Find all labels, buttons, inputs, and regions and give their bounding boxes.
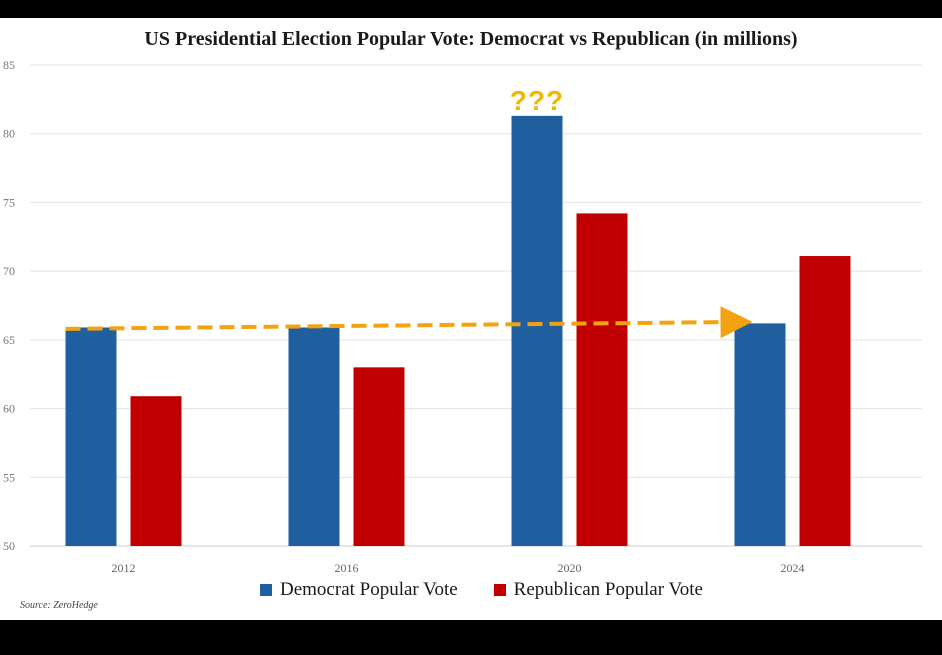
legend-label-democrat: Democrat Popular Vote (280, 579, 458, 600)
y-tick-label: 55 (3, 470, 15, 484)
y-tick-label: 60 (3, 402, 15, 416)
question-marks-annotation: ??? (510, 85, 564, 116)
y-tick-label: 70 (3, 264, 15, 278)
legend-label-republican: Republican Popular Vote (513, 579, 703, 600)
legend: Democrat Popular Vote Republican Popular… (260, 579, 739, 601)
x-tick-label: 2020 (558, 561, 582, 575)
bar-democrat-2020 (511, 115, 563, 546)
bar-republican-2024 (799, 256, 851, 546)
bar-democrat-2016 (288, 327, 340, 546)
y-tick-label: 65 (3, 333, 15, 347)
chart-title: US Presidential Election Popular Vote: D… (144, 28, 798, 50)
legend-swatch-republican (493, 584, 506, 596)
chart-frame: US Presidential Election Popular Vote: D… (0, 18, 942, 620)
bar-republican-2016 (353, 367, 405, 546)
legend-swatch-democrat (260, 584, 272, 596)
x-tick-label: 2016 (335, 561, 359, 575)
bar-democrat-2024 (734, 323, 786, 546)
y-tick-label: 85 (3, 58, 15, 72)
legend-item-republican: Republican Popular Vote (493, 579, 703, 601)
bar-chart: 50 55 60 65 70 75 80 85 2012 2016 2020 2024??? (3, 58, 922, 575)
bar-democrat-2012 (65, 327, 117, 546)
y-tick-label: 50 (3, 539, 15, 553)
bar-republican-2020 (576, 213, 628, 546)
source-note: Source: ZeroHedge (20, 600, 98, 611)
trend-arrow (65, 306, 753, 339)
x-tick-label: 2024 (781, 561, 805, 575)
legend-item-democrat: Democrat Popular Vote (260, 579, 458, 601)
y-tick-label: 80 (3, 127, 15, 141)
x-tick-label: 2012 (112, 561, 136, 575)
bar-republican-2012 (130, 396, 182, 546)
y-tick-label: 75 (3, 195, 15, 209)
